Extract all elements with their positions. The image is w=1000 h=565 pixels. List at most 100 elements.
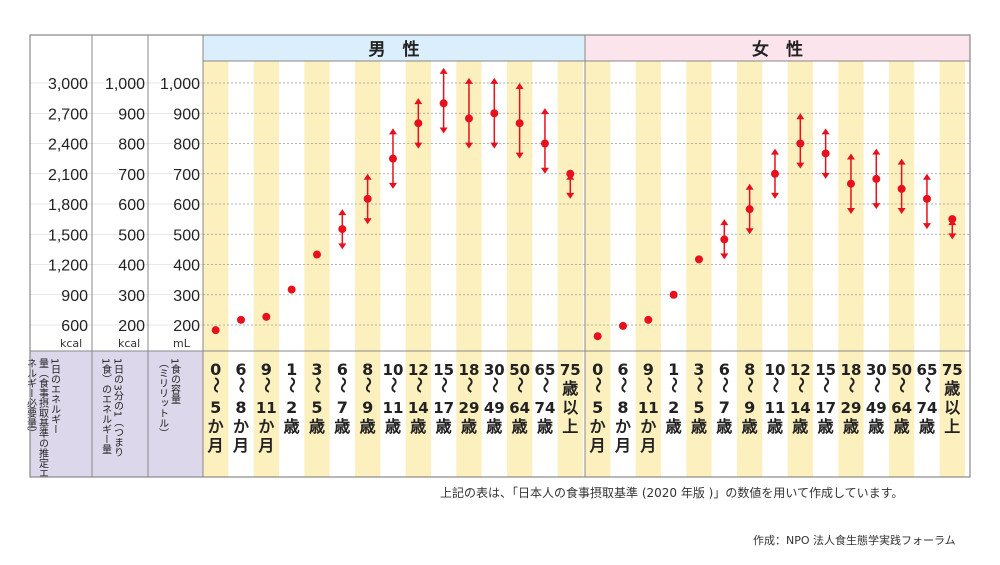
category-label: 75 [942, 361, 963, 379]
female-point [720, 235, 729, 244]
male-range-arrow-down [566, 192, 575, 199]
category-label: 月 [232, 436, 249, 455]
category-label: 8 [617, 398, 628, 417]
category-label: 歳 [486, 417, 502, 436]
male-point [211, 326, 220, 335]
axis-ml-tick: 200 [173, 318, 200, 335]
female-range-arrow-up [770, 148, 779, 155]
male-point [414, 119, 423, 128]
male-range-arrow-down [388, 182, 397, 189]
female-range-arrow-down [897, 207, 906, 214]
category-label: 〜 [460, 377, 479, 393]
category-label: 2 [668, 398, 679, 417]
footnote: 上記の表は、「日本人の食事摂取基準 (2020 年版 )」の数値を用いて作成して… [440, 486, 904, 500]
column-band [939, 61, 965, 477]
male-range-arrow-up [439, 67, 448, 74]
male-range-arrow-down [540, 167, 549, 174]
category-label: 歳 [843, 417, 859, 436]
column-band [686, 61, 712, 477]
category-label: 歳 [792, 417, 808, 436]
category-label: 8 [362, 360, 373, 379]
category-label: 18 [841, 361, 862, 379]
unit-label: kcal [60, 337, 82, 350]
male-point [287, 285, 296, 294]
female-point [897, 184, 906, 193]
category-label: 6 [235, 360, 246, 379]
category-label: 〜 [791, 377, 810, 393]
column-band [736, 61, 763, 477]
male-point [490, 109, 499, 118]
axis-ml-tick: 400 [173, 258, 200, 275]
category-label: 〜 [409, 377, 428, 393]
category-label: 歳 [742, 417, 758, 436]
credit: 作成：NPO 法人食生態学実践フォーラム [753, 534, 956, 547]
column-band [838, 61, 864, 477]
category-label: 歳 [767, 417, 783, 436]
category-label: 64 [509, 399, 530, 417]
category-label: 9 [643, 360, 654, 379]
female-range-arrow-down [720, 253, 729, 260]
category-label: 17 [433, 399, 454, 417]
category-label: 11 [256, 399, 277, 417]
female-point [948, 215, 957, 224]
female-range-arrow-up [922, 173, 931, 180]
category-label: 歳 [537, 417, 553, 436]
female-point [821, 149, 830, 158]
category-label: 9 [261, 360, 272, 379]
category-label: 以 [562, 398, 578, 417]
axis-kcal-meal-tick: 500 [118, 227, 145, 244]
category-label: 12 [408, 361, 429, 379]
category-label: 歳 [691, 417, 707, 436]
category-label: 11 [765, 399, 786, 417]
category-label: 64 [891, 399, 912, 417]
male-point [464, 114, 473, 123]
female-point [644, 315, 653, 324]
category-label: 12 [790, 361, 811, 379]
female-range-arrow-down [821, 172, 830, 179]
category-label: 15 [433, 361, 454, 379]
category-label: 〜 [741, 377, 760, 393]
male-header-bg [203, 35, 585, 61]
female-point [669, 290, 678, 299]
category-label: か [233, 417, 249, 436]
male-point [363, 194, 372, 203]
category-label: 11 [383, 399, 404, 417]
column-band [354, 61, 381, 477]
column-band [203, 61, 229, 477]
category-label: 5 [210, 398, 221, 417]
female-range-arrow-down [922, 223, 931, 230]
male-range-arrow-up [464, 77, 473, 84]
male-range-arrow-up [388, 128, 397, 135]
female-range-arrow-up [796, 113, 805, 120]
category-label: 〜 [665, 377, 684, 393]
female-point [618, 321, 627, 330]
female-range-arrow-up [897, 158, 906, 165]
category-label: 〜 [536, 377, 555, 393]
female-point [694, 255, 703, 264]
male-point [439, 99, 448, 108]
male-range-arrow-up [515, 83, 524, 89]
unit-label: mL [173, 337, 191, 350]
category-label: 7 [337, 398, 348, 417]
male-range-arrow-up [363, 173, 372, 180]
scale-header-text: 1食の容量 [169, 358, 181, 404]
category-label: 5 [592, 398, 603, 417]
category-label: 15 [815, 361, 836, 379]
female-range-arrow-down [846, 207, 855, 214]
category-label: 10 [383, 361, 404, 379]
female-header-bg [585, 35, 970, 61]
category-label: 歳 [716, 417, 732, 436]
female-point [846, 179, 855, 188]
male-range-arrow-up [490, 77, 499, 84]
scale-header-text: （ミリリットル） [157, 358, 169, 438]
category-label: 6 [617, 360, 628, 379]
category-label: 月 [207, 436, 224, 455]
category-label: 歳 [919, 417, 935, 436]
category-label: か [208, 417, 224, 436]
axis-kcal-day-tick: 600 [61, 318, 88, 335]
category-label: か [258, 417, 274, 436]
axis-ml-tick: 900 [173, 106, 200, 123]
scale-header-text: 1日のエネルギー [49, 358, 61, 434]
female-range-arrow-up [846, 153, 855, 160]
male-point [566, 169, 575, 178]
